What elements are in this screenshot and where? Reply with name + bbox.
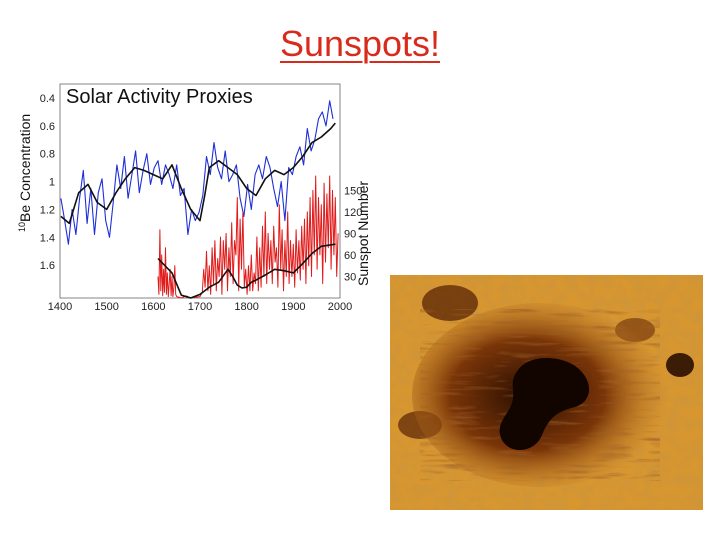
left-tick-label: 0.4 xyxy=(40,93,55,105)
x-tick-label: 1500 xyxy=(94,301,118,313)
x-tick-label: 2000 xyxy=(328,301,352,313)
x-tick-label: 1800 xyxy=(234,301,258,313)
be10-raw-line xyxy=(60,100,334,245)
right-tick-label: 120 xyxy=(344,207,362,219)
left-tick-label: 1 xyxy=(49,177,55,189)
right-tick-label: 90 xyxy=(344,228,356,240)
left-axis-ticks: 0.4 0.6 0.8 1 1.2 1.4 1.6 xyxy=(40,93,55,272)
solar-activity-chart: Solar Activity Proxies 1400 1500 1600 1700 1… xyxy=(17,83,371,313)
plot-area xyxy=(60,100,339,299)
slide-title: Sunspots! xyxy=(0,20,720,68)
right-axis-ticks: 30 60 90 120 150 xyxy=(344,185,362,283)
left-axis-label-text: Be Concentration xyxy=(17,114,33,222)
sunspot-raw-line xyxy=(157,175,339,299)
right-axis-label: Sunspot Number xyxy=(355,181,371,286)
photo-small-spot xyxy=(666,353,694,377)
slide-title-text: Sunspots! xyxy=(279,23,441,64)
sunspot-umbra xyxy=(499,357,590,451)
x-tick-label: 1900 xyxy=(281,301,305,313)
left-tick-label: 1.2 xyxy=(40,204,55,216)
right-tick-label: 150 xyxy=(344,185,362,197)
left-tick-label: 1.4 xyxy=(40,232,55,244)
be10-smoothed-line xyxy=(60,122,336,225)
photo-dark-patch xyxy=(422,285,478,321)
sunspot-photo xyxy=(390,275,703,510)
right-tick-label: 60 xyxy=(344,250,356,262)
right-tick-label: 30 xyxy=(344,271,356,283)
left-tick-label: 0.6 xyxy=(40,121,55,133)
left-axis-label-prefix: 10 xyxy=(17,222,27,232)
x-tick-label: 1600 xyxy=(141,301,165,313)
x-axis-ticks: 1400 1500 1600 1700 1800 1900 2000 xyxy=(48,301,352,313)
x-tick-label: 1400 xyxy=(48,301,72,313)
left-tick-label: 0.8 xyxy=(40,149,55,161)
sunspot-smoothed-line xyxy=(157,243,336,299)
left-axis-label: 10Be Concentration xyxy=(17,114,33,232)
plot-frame xyxy=(59,83,341,299)
left-tick-label: 1.6 xyxy=(40,260,55,272)
x-tick-label: 1700 xyxy=(188,301,212,313)
chart-title: Solar Activity Proxies xyxy=(66,86,253,108)
